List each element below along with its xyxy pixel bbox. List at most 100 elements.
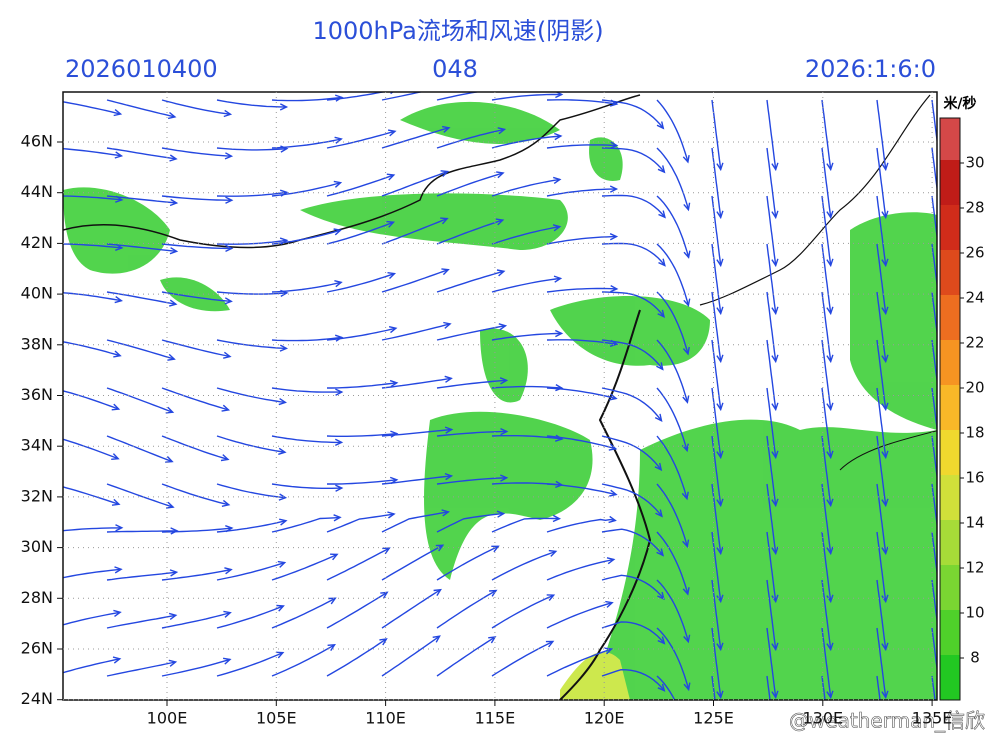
y-tick-label: 30N [21,537,53,556]
streamline [876,339,887,410]
arrowhead [682,587,690,596]
arrowhead [113,350,122,358]
arrowhead [826,306,834,316]
arrowhead [682,539,690,549]
arrowhead [546,594,556,601]
streamline [327,479,397,485]
streamline [106,99,176,118]
streamline [656,435,688,499]
arrowhead [327,643,336,651]
arrowhead [684,731,690,738]
streamline [656,483,688,547]
streamline [106,339,175,360]
streamline [161,339,231,358]
streamline [381,92,424,101]
arrowhead [937,739,943,746]
streamline [436,589,497,629]
streamline [491,332,562,341]
streamline [63,390,119,410]
arrowhead [115,524,124,532]
streamline [491,385,562,389]
wind-shading [63,101,937,700]
streamline [876,483,887,554]
streamline [326,92,387,101]
arrowhead [499,377,509,385]
arrowhead [440,170,450,177]
streamline [876,99,887,170]
streamline [656,531,689,595]
streamline [271,229,341,245]
streamline [766,339,777,410]
arrowhead [554,132,563,141]
arrowhead [379,638,388,646]
arrowhead [224,297,233,305]
arrowhead [500,427,509,436]
arrowhead [609,185,619,193]
y-tick-label: 36N [21,385,53,404]
streamline [601,147,665,173]
arrowhead [881,642,889,652]
arrowhead [386,173,396,181]
streamline [876,627,887,698]
colorbar-segment [940,385,960,430]
streamline [821,195,832,266]
arrowhead [657,309,666,318]
arrowhead [113,109,123,117]
streamline [381,269,449,293]
arrowhead [771,306,779,316]
arrowhead [222,657,232,665]
arrowhead [495,218,505,226]
colorbar-segment [940,118,960,160]
arrowhead [380,591,389,599]
colorbar-segment [940,610,960,655]
arrowhead [169,198,179,207]
boundaries [63,94,937,700]
arrowhead [334,334,344,342]
streamline [381,544,444,581]
streamline [216,561,285,581]
y-tick-label: 24N [21,689,53,708]
streamline [656,291,689,355]
colorbar-label: 14 [965,514,984,532]
arrowhead [170,527,179,535]
arrowhead [681,491,689,501]
streamline [63,438,119,460]
arrowhead [683,634,691,644]
streamline [106,195,177,204]
arrowhead [497,127,507,135]
streamline [436,325,506,341]
arrowhead [826,402,834,412]
arrowhead [554,434,564,442]
streamline [161,527,232,533]
colorbar-label: 28 [965,199,984,217]
streamline [161,658,231,677]
arrowhead [771,498,779,508]
arrowhead [657,683,666,692]
streamline [601,291,665,318]
arrowhead [881,450,889,460]
streamline [381,323,451,341]
streamline [766,435,777,506]
streamline [711,627,722,698]
streamline [656,147,690,210]
streamline [491,550,557,581]
streamline [876,291,887,362]
arrowhead [555,329,564,338]
streamline [436,128,505,149]
arrowhead [278,493,288,501]
arrowhead [382,547,391,555]
streamline [161,195,232,201]
arrowhead [609,233,619,241]
streamline [381,475,452,485]
streamline [601,435,662,471]
streamline [491,277,561,293]
colorbar-segment [940,520,960,565]
arrowhead [224,567,233,575]
y-tick-label: 32N [21,486,53,505]
arrowhead [114,566,123,574]
streamline [436,512,504,533]
streamline [656,339,689,403]
arrowhead [112,656,122,664]
streamline [711,243,722,314]
x-tick-label: 125E [693,709,734,728]
